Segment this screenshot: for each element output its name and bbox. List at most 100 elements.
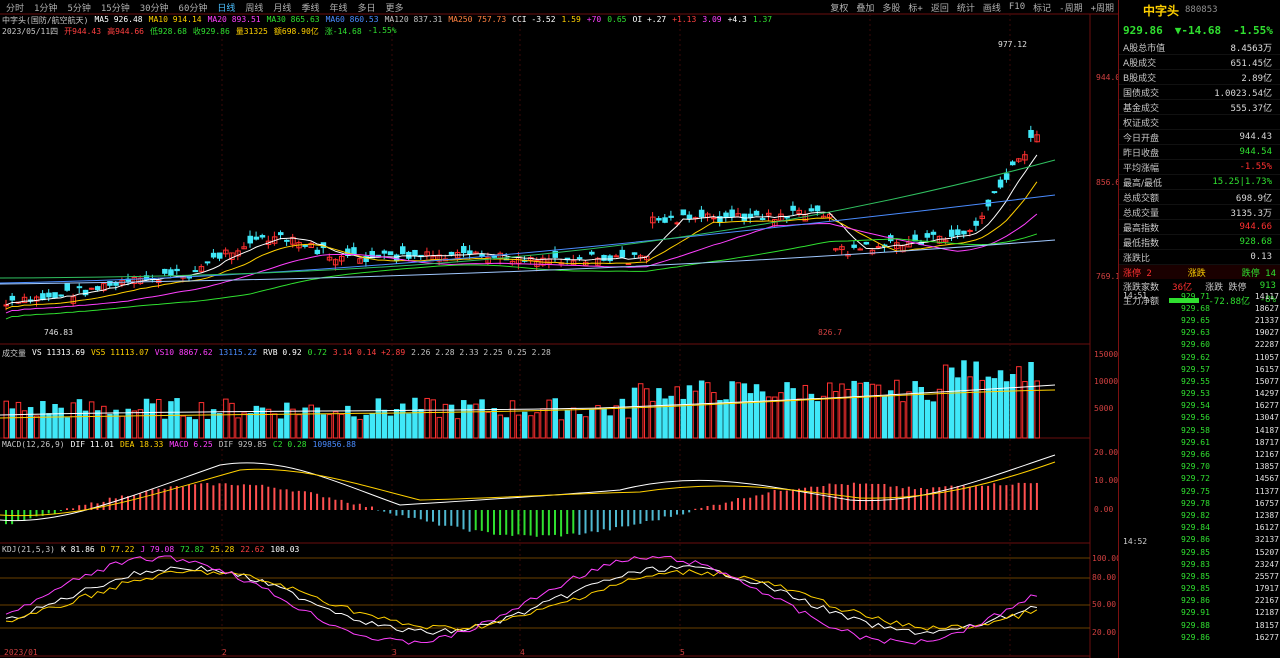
volume-bar [101, 405, 107, 439]
indicator-value: 22.62 [240, 545, 265, 554]
macd-pane-title: MACD(12,26,9) [2, 440, 65, 449]
quote-row-value: 0.13 [1250, 252, 1272, 262]
tick-row: 929.53 14297 [1119, 388, 1280, 400]
volume-bar [503, 417, 510, 439]
candle-body [698, 209, 705, 218]
quote-row: 平均涨幅 -1.55% [1119, 160, 1280, 175]
candle-body [363, 256, 369, 263]
volume-bar [564, 410, 571, 439]
period-tab[interactable]: 1分钟 [34, 3, 58, 14]
volume-bar [680, 398, 687, 439]
tick-price: 929.58 [1181, 425, 1210, 435]
volume-bar [613, 405, 619, 439]
volume-bar [235, 417, 241, 439]
period-tab[interactable]: 季线 [301, 3, 320, 14]
volume-bar [741, 383, 748, 439]
tick-volume: 15207 [1254, 547, 1279, 557]
candle-body [381, 250, 388, 254]
period-tab[interactable]: 多日 [357, 3, 376, 14]
volume-bar [3, 400, 9, 439]
date-label: 5 [680, 648, 685, 657]
quote-row-label: 涨跌比 [1123, 253, 1151, 264]
quote-row: 最高指数 944.66 [1119, 220, 1280, 235]
volume-bar [607, 415, 613, 439]
bar-date: 2023/05/11四 [2, 27, 59, 36]
volume-bar [1022, 381, 1028, 439]
quote-row-label: 今日开盘 [1123, 133, 1160, 144]
volume-bar [485, 411, 491, 439]
volume-bar [357, 418, 363, 439]
volume-bar [942, 364, 949, 439]
indicator-value: K 81.86 [60, 545, 95, 554]
tick-row: 929.71 14117 [1119, 290, 1280, 302]
volume-bar [759, 391, 766, 439]
candle-body [912, 234, 918, 242]
kline-chart-canvas[interactable] [0, 0, 1118, 658]
candle-body [1003, 173, 1010, 180]
period-tab[interactable]: 5分钟 [67, 3, 91, 14]
volume-bar [589, 409, 595, 439]
quote-row-value: -1.55% [1239, 162, 1272, 172]
indicator-value: 0.72 [307, 348, 327, 357]
tick-price: 929.53 [1181, 389, 1210, 399]
price-pct: -1.55% [1233, 23, 1273, 37]
quote-row-label: 权证成交 [1123, 118, 1160, 129]
limit-up-count: 涨停 2 [1123, 268, 1152, 279]
toolbar-button[interactable]: 统计 [956, 3, 975, 14]
tick-volume: 15077 [1254, 376, 1279, 386]
candle-body [1016, 158, 1022, 162]
volume-bar [888, 390, 894, 439]
indicator-value: 开944.43 [64, 27, 102, 36]
tick-list[interactable]: 929.71 14117 929.68 18627 929.65 21337 929.63 1… [1119, 290, 1280, 643]
volume-bar [619, 398, 626, 439]
volume-bar [851, 380, 857, 439]
tick-volume: 16757 [1254, 498, 1279, 508]
tick-volume: 16277 [1254, 632, 1279, 642]
candle-body [485, 256, 491, 264]
period-tab[interactable]: 60分钟 [178, 3, 208, 14]
candle-body [552, 250, 558, 258]
tick-volume: 17917 [1254, 584, 1279, 594]
period-tab[interactable]: 周线 [245, 3, 264, 14]
indicator-value: D 77.22 [100, 545, 135, 554]
toolbar-button[interactable]: 标+ [908, 3, 923, 14]
candle-body [192, 270, 199, 273]
period-tab[interactable]: 分时 [6, 3, 25, 14]
tick-volume: 11377 [1254, 486, 1279, 496]
period-tab[interactable]: 更多 [385, 3, 404, 14]
tick-price: 929.55 [1181, 376, 1210, 386]
volume-bar [869, 383, 876, 439]
quote-row-value: 928.68 [1239, 237, 1272, 247]
toolbar-button[interactable]: 复权 [830, 3, 849, 14]
toolbar-button[interactable]: 标记 [1033, 3, 1052, 14]
toolbar-button[interactable]: 多股 [882, 3, 901, 14]
toolbar-button[interactable]: +周期 [1090, 3, 1114, 14]
volume-bar [772, 396, 778, 439]
candle-body [235, 250, 241, 257]
candle-body [753, 210, 760, 216]
macd-axis-2: 10.00 [1094, 476, 1119, 485]
indicator-value: DEA 18.33 [119, 440, 164, 449]
toolbar-button[interactable]: 叠加 [856, 3, 875, 14]
period-tab[interactable]: 日线 [217, 3, 236, 14]
candle-body [448, 251, 455, 255]
macd-dif-line [0, 454, 1056, 522]
toolbar-button[interactable]: 画线 [982, 3, 1001, 14]
toolbar-button[interactable]: 返回 [930, 3, 949, 14]
ma120-line [0, 239, 1056, 285]
toolbar-button[interactable]: -周期 [1059, 3, 1083, 14]
tick-row: 929.88 18157 [1119, 619, 1280, 631]
kdj-axis-2: 80.00 [1092, 573, 1117, 582]
candle-body [332, 259, 339, 266]
volume-bar [217, 413, 223, 439]
indicator-value: -1.55% [367, 26, 397, 35]
chart-area[interactable]: 分时 1分钟 5分钟 15分钟 30分钟 60分钟 日线 周线 月线 季线 年线 多日 更多 复权 叠加多… [0, 0, 1121, 658]
volume-bar [52, 404, 58, 439]
volume-bar [9, 408, 16, 439]
period-tab[interactable]: 月线 [273, 3, 292, 14]
toolbar-button[interactable]: F10 [1008, 2, 1026, 12]
period-tab[interactable]: 30分钟 [139, 3, 169, 14]
period-tab[interactable]: 15分钟 [100, 3, 130, 14]
period-tab[interactable]: 年线 [329, 3, 348, 14]
volume-bar [796, 398, 802, 439]
